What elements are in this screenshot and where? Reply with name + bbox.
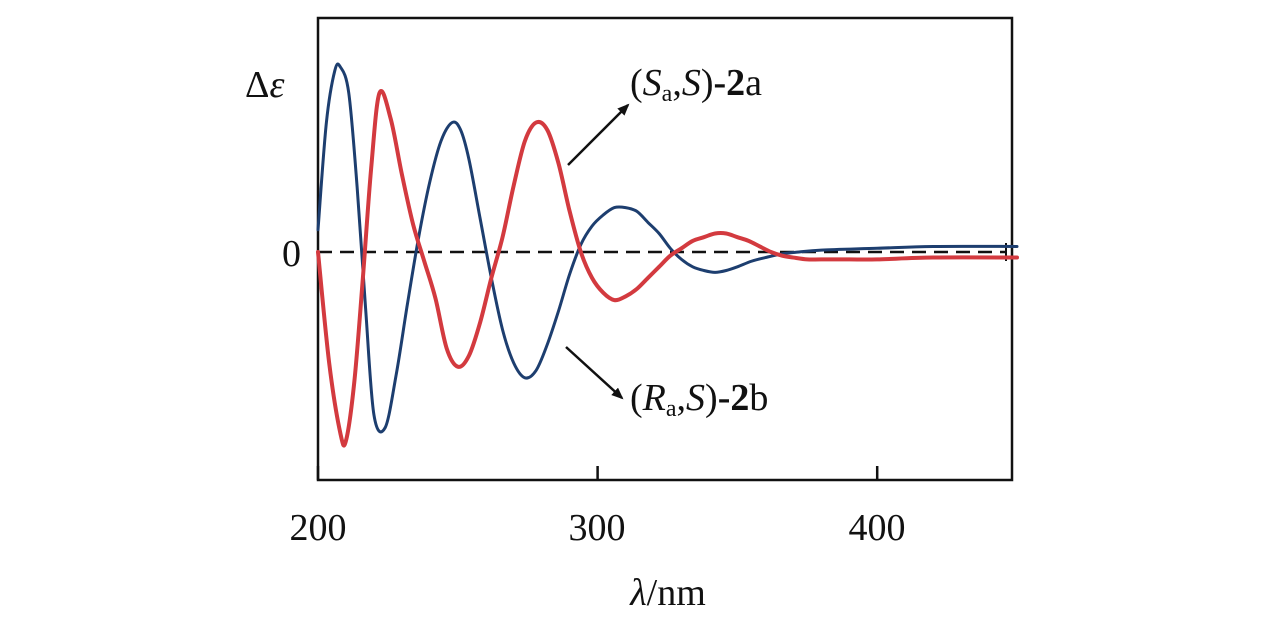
- series-label-2b-arrow: [565, 346, 624, 400]
- x-tick-label-300: 300: [569, 507, 626, 549]
- x-tick-label-200: 200: [290, 507, 347, 549]
- y-axis-title: Δε: [245, 64, 284, 106]
- series-label-2a-arrow: [567, 103, 630, 166]
- x-tick-label-400: 400: [849, 507, 906, 549]
- series-label-2a: (Sa,S)-2a: [630, 62, 762, 107]
- series-label-2b: (Ra,S)-2b: [630, 377, 768, 422]
- y-tick-label-0: 0: [282, 233, 301, 275]
- plot-frame: [316, 16, 1014, 482]
- series-line-2a: [316, 89, 1019, 448]
- x-axis-title: λ/nm: [629, 572, 706, 614]
- x-axis-ticks: [316, 466, 879, 480]
- series-line-2b: [316, 62, 1019, 434]
- series-layer: [316, 62, 1019, 448]
